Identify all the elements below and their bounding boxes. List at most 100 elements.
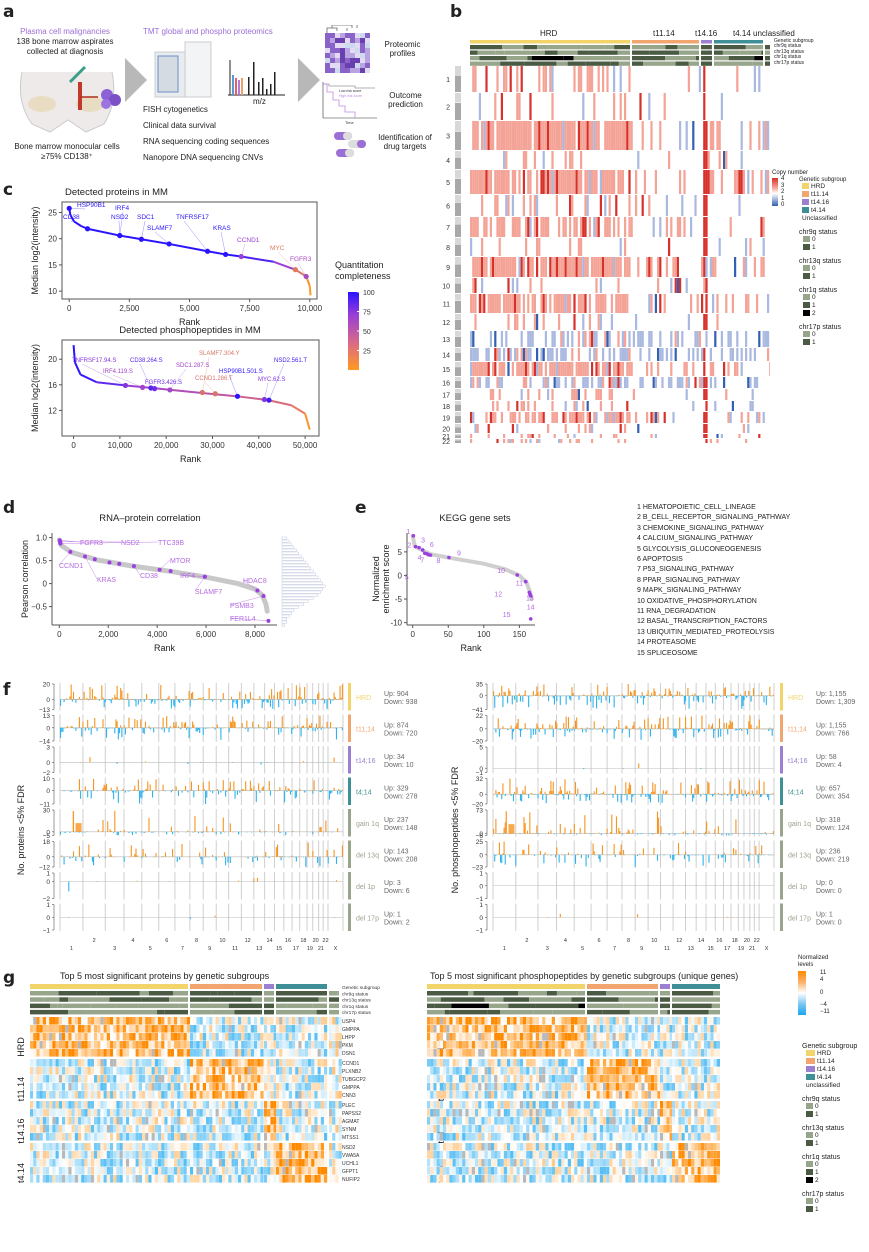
signal-bar (263, 831, 266, 833)
signal-bar (212, 827, 214, 832)
heat-cell (186, 1083, 190, 1091)
signal-bar (559, 823, 561, 834)
signal-bar (637, 914, 639, 918)
track-y-tick-label: 0 (479, 792, 483, 799)
signal-bar (744, 728, 746, 729)
status-cell (701, 50, 712, 55)
cnv-cell (498, 389, 501, 400)
heat-cell (295, 1025, 299, 1033)
cnv-cell (606, 121, 609, 150)
signal-bar (642, 848, 644, 855)
signal-bar (302, 856, 305, 858)
signal-bar (747, 854, 749, 857)
cnv-cell (553, 331, 556, 347)
signal-bar (304, 790, 306, 793)
signal-bar (647, 690, 649, 696)
signal-bar (585, 833, 587, 834)
signal-bar (201, 727, 203, 729)
signal-bar (304, 727, 306, 729)
chromosome-label: 11 (232, 946, 238, 952)
cnv-cell (560, 439, 563, 443)
signal-bar (324, 727, 326, 729)
signal-bar (291, 727, 293, 734)
signal-bar (523, 792, 525, 795)
cnv-cell (549, 257, 552, 277)
signal-bar (216, 788, 218, 791)
cnv-cell (560, 294, 563, 313)
status-cell (179, 1003, 188, 1009)
cnv-cell (703, 195, 706, 216)
cnv-cell (531, 362, 534, 376)
a-col2-item-3: RNA sequencing coding sequences (143, 137, 270, 146)
signal-bar (748, 721, 750, 729)
signal-bar (688, 854, 690, 862)
cnv-cell (705, 294, 708, 313)
signal-bar (615, 794, 618, 795)
heat-cell (260, 1025, 264, 1033)
cnv-cell (595, 217, 598, 237)
signal-bar (268, 856, 270, 859)
status-cell (714, 50, 723, 55)
cnv-cell (703, 121, 706, 150)
heat-cell (55, 1067, 59, 1075)
signal-bar (724, 728, 726, 730)
signal-bar (262, 699, 264, 702)
signal-bar (580, 695, 582, 697)
cnv-cell (613, 217, 616, 237)
cnv-cell (613, 412, 616, 423)
panel-letter-g: g (3, 968, 16, 988)
signal-bar (733, 916, 735, 918)
signal-bar (711, 723, 714, 729)
legend-label: t4.14 (811, 207, 826, 214)
cnv-cell (514, 170, 517, 194)
signal-bar (639, 695, 641, 697)
signal-bar (579, 827, 581, 834)
signal-bar (114, 790, 116, 792)
heat-cell (52, 1049, 56, 1057)
cnv-cell (599, 257, 602, 277)
signal-bar (98, 856, 101, 859)
y-tick-label: 25 (48, 208, 57, 217)
signal-bar (590, 728, 592, 730)
heat-cell (270, 1075, 274, 1083)
cnv-cell (705, 412, 708, 423)
heat-cell (145, 1033, 149, 1041)
chromosome-arm-p (455, 151, 461, 158)
heat-cell (222, 1083, 226, 1091)
track-up-count: Up: 904 (384, 691, 409, 698)
signal-bar (181, 722, 183, 728)
heat-cell (212, 1017, 216, 1025)
cnv-cell (604, 217, 607, 237)
heat-cell (177, 1025, 181, 1033)
heat-cell (36, 1083, 40, 1091)
cnv-cell (617, 294, 620, 313)
heat-cell (183, 1025, 187, 1033)
track-y-tick-label: 32 (476, 776, 484, 783)
heat-cell (212, 1067, 216, 1075)
signal-bar (737, 793, 739, 795)
signal-bar (280, 690, 282, 700)
signal-bar (332, 699, 334, 701)
track-y-tick-label: 30 (43, 808, 51, 815)
chromosome-label: 18 (732, 938, 738, 944)
cnv-cell (705, 331, 708, 347)
heat-cell (202, 1083, 206, 1091)
heat-cell (46, 1017, 50, 1025)
cnv-cell (584, 170, 587, 194)
signal-bar (512, 854, 515, 856)
heat-cell (254, 1067, 258, 1075)
signal-bar (619, 794, 621, 795)
heat-cell (279, 1059, 283, 1067)
signal-bar (606, 854, 608, 856)
cnv-cell (749, 121, 752, 150)
signal-bar (159, 699, 161, 700)
cnv-cell (498, 348, 501, 361)
signal-bar (757, 794, 759, 795)
track-up-count: Up: 3 (384, 880, 401, 887)
heat-cell (234, 1041, 238, 1049)
x-tick-label: 0 (57, 630, 62, 639)
signal-bar (279, 831, 281, 834)
signal-bar (751, 790, 753, 795)
heat-cell (212, 1075, 216, 1083)
